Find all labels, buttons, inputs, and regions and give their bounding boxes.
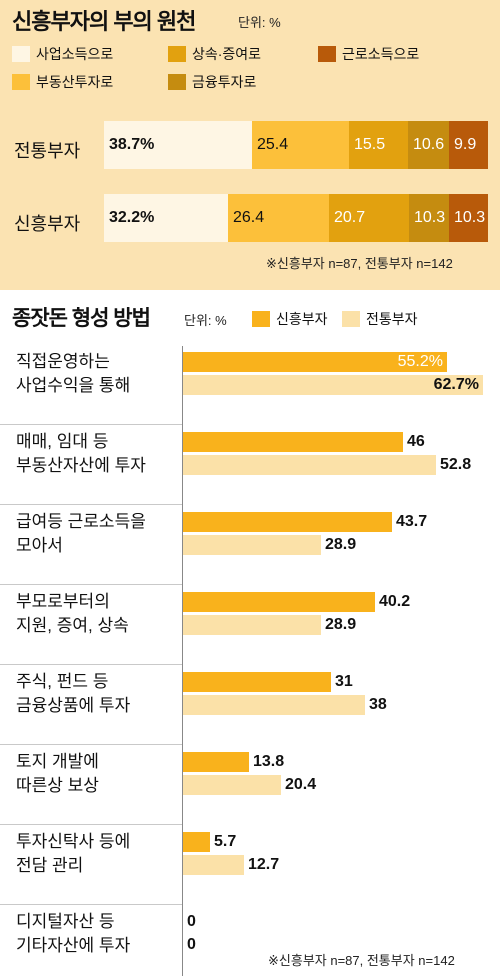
legend-label: 금융투자로: [192, 74, 257, 90]
value-label: 31: [335, 673, 353, 690]
value-label: 28.9: [325, 616, 357, 633]
category-label: 급여등 근로소득을 모아서: [16, 512, 146, 555]
group-divider: [0, 504, 182, 505]
value-label: 20.4: [285, 776, 317, 793]
legend-swatch: [318, 46, 336, 62]
group-divider: [0, 744, 182, 745]
category-label: 직접운영하는 사업수익을 통해: [16, 352, 131, 395]
group-divider: [0, 904, 182, 905]
chart2-unit: 단위: %: [184, 313, 227, 328]
legend-item: 금융투자로: [168, 72, 256, 92]
value-label: 40.2: [379, 593, 411, 610]
value-label: 62.7%: [433, 376, 479, 393]
chart1-unit: 단위: %: [238, 15, 281, 30]
stacked-segment: 15.5: [349, 121, 408, 169]
bar: [183, 455, 436, 475]
value-label: 46: [407, 433, 425, 450]
value-label: 5.7: [214, 833, 237, 850]
category-label: 매매, 임대 등 부동산자산에 투자: [16, 432, 146, 475]
legend-label: 신흥부자: [276, 311, 328, 327]
value-label: 28.9: [325, 536, 357, 553]
stacked-segment: 32.2%: [104, 194, 228, 242]
category-label: 투자신탁사 등에 전담 관리: [16, 832, 131, 875]
stacked-segment: 10.3: [449, 194, 488, 242]
stacked-segment: 10.6: [408, 121, 449, 169]
legend-label: 근로소득으로: [342, 46, 420, 62]
category-label: 디지털자산 등 기타자산에 투자: [16, 912, 131, 955]
group-divider: [0, 664, 182, 665]
stacked-segment: 10.3: [409, 194, 449, 242]
category-label: 토지 개발에 따른상 보상: [16, 752, 99, 795]
value-label: 12.7: [248, 856, 280, 873]
bar: [183, 432, 403, 452]
row-label-new: 신흥부자: [14, 214, 81, 234]
group-divider: [0, 424, 182, 425]
legend-item: 전통부자: [342, 309, 418, 329]
value-label: 55.2%: [397, 353, 443, 370]
stacked-segment: 26.4: [228, 194, 329, 242]
legend-swatch: [12, 74, 30, 90]
legend-swatch: [168, 46, 186, 62]
value-label: 38: [369, 696, 387, 713]
bar: [183, 592, 375, 612]
row-label-traditional: 전통부자: [14, 141, 81, 161]
category-label: 주식, 펀드 등 금융상품에 투자: [16, 672, 131, 715]
bar: [183, 752, 249, 772]
legend-item: 부동산투자로: [12, 72, 113, 92]
value-label: 0: [187, 936, 196, 953]
bar: [183, 535, 321, 555]
bar: [183, 352, 447, 372]
category-label: 부모로부터의 지원, 증여, 상속: [16, 592, 129, 635]
bar: [183, 672, 331, 692]
value-label: 13.8: [253, 753, 285, 770]
bar: [183, 512, 392, 532]
chart2-footnote: ※신흥부자 n=87, 전통부자 n=142: [268, 953, 455, 968]
value-label: 43.7: [396, 513, 428, 530]
bar: [183, 775, 281, 795]
bar: [183, 375, 483, 395]
legend-item: 상속·증여로: [168, 44, 261, 64]
legend-label: 상속·증여로: [192, 46, 262, 62]
stacked-segment: 9.9: [449, 121, 488, 169]
value-label: 52.8: [440, 456, 472, 473]
bar: [183, 855, 244, 875]
chart2-axis: [182, 346, 183, 976]
legend-item: 근로소득으로: [318, 44, 419, 64]
legend-item: 사업소득으로: [12, 44, 113, 64]
group-divider: [0, 584, 182, 585]
stacked-segment: 25.4: [252, 121, 349, 169]
stacked-segment: 38.7%: [104, 121, 252, 169]
value-label: 0: [187, 913, 196, 930]
legend-label: 전통부자: [366, 311, 418, 327]
bar: [183, 615, 321, 635]
legend-swatch: [252, 311, 270, 327]
chart1-title: 신흥부자의 부의 원천: [12, 9, 196, 34]
chart2-title: 종잣돈 형성 방법: [12, 307, 151, 330]
legend-label: 부동산투자로: [36, 74, 114, 90]
stacked-segment: 20.7: [329, 194, 409, 242]
bar: [183, 832, 210, 852]
bar: [183, 695, 365, 715]
legend-swatch: [12, 46, 30, 62]
chart1-footnote: ※신흥부자 n=87, 전통부자 n=142: [266, 256, 453, 271]
legend-label: 사업소득으로: [36, 46, 114, 62]
legend-item: 신흥부자: [252, 309, 328, 329]
legend-swatch: [342, 311, 360, 327]
group-divider: [0, 824, 182, 825]
legend-swatch: [168, 74, 186, 90]
